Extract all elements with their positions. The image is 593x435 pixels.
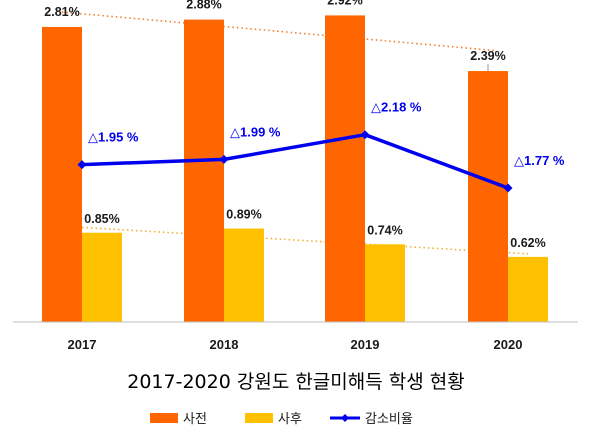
bar-pre-2019 [325, 15, 365, 323]
rate-marker-2018 [219, 154, 229, 164]
bar-post-2018 [224, 228, 264, 322]
bar-post-2017 [82, 232, 122, 322]
x-tick-2018: 2018 [210, 337, 239, 352]
legend-swatch-marker [341, 414, 349, 422]
label-pre-2019: 2.92% [327, 0, 362, 7]
rate-marker-2017 [77, 160, 87, 170]
bar-pre-2017 [42, 26, 82, 322]
bar-pre-2018 [184, 19, 224, 322]
label-rate-2019: △2.18 % [371, 100, 422, 115]
label-rate-2020: △1.77 % [514, 153, 565, 168]
trendline-pre [61, 11, 495, 52]
label-pre-2018: 2.88% [186, 0, 221, 12]
legend-label-1: 사후 [278, 412, 302, 427]
label-pre-2020: 2.39% [470, 49, 505, 63]
legend-swatch-0 [150, 413, 178, 423]
x-tick-2019: 2019 [351, 337, 380, 352]
label-rate-2018: △1.99 % [230, 124, 281, 139]
legend-label-0: 사전 [183, 412, 207, 427]
label-post-2018: 0.89% [226, 208, 261, 222]
rate-marker-2019 [360, 130, 370, 140]
x-tick-2017: 2017 [68, 337, 97, 352]
chart-title: 2017-2020 강원도 한글미해득 학생 현황 [127, 371, 464, 393]
rate-line-layer [77, 130, 513, 193]
trendline-layer [61, 11, 529, 255]
label-post-2019: 0.74% [367, 223, 402, 237]
rate-marker-2020 [503, 183, 513, 193]
bar-layer [42, 15, 548, 323]
x-tick-2020: 2020 [494, 337, 523, 352]
bar-pre-2020 [468, 71, 508, 322]
bar-post-2019 [365, 244, 405, 322]
label-post-2017: 0.85% [84, 212, 119, 226]
label-post-2020: 0.62% [510, 236, 545, 250]
rate-line [81, 132, 509, 190]
legend-label-2: 감소비율 [365, 412, 413, 427]
label-pre-2017: 2.81% [44, 5, 79, 19]
label-layer: 2.81% 0.85% △1.95 % 2017 2.88% 0.89% △1.99 % 20… [44, 0, 565, 352]
legend-swatch-1 [245, 413, 273, 423]
label-rate-2017: △1.95 % [88, 130, 139, 145]
legend: 사전 사후 감소비율 [150, 412, 413, 427]
bar-post-2020 [508, 256, 548, 322]
trendline-post [81, 226, 529, 255]
